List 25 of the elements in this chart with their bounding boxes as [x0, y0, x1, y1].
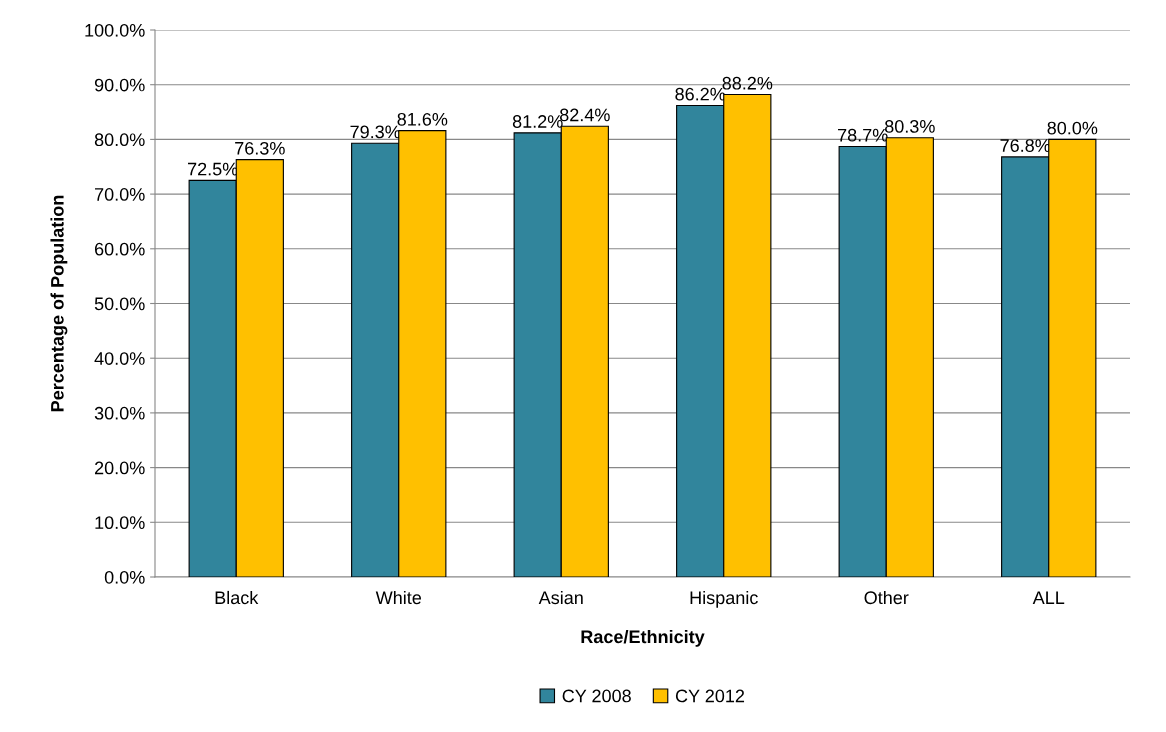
y-tick-label: 80.0%	[94, 133, 145, 147]
data-label: 80.0%	[1047, 121, 1098, 135]
legend-label: CY 2012	[675, 689, 745, 703]
x-tick-label: ALL	[1032, 591, 1065, 604]
y-tick-label: 10.0%	[95, 516, 145, 530]
data-label: 76.3%	[235, 141, 285, 155]
data-label: 79.3%	[350, 125, 401, 139]
legend-label: CY 2008	[562, 689, 631, 703]
x-tick-label: White	[375, 590, 422, 605]
y-tick-label: 60.0%	[95, 242, 145, 256]
y-tick-label: 0.0%	[104, 570, 145, 584]
y-tick-label: 100.0%	[85, 23, 145, 37]
y-axis-title: Percentage of Population	[50, 195, 68, 412]
y-tick-label: 70.0%	[95, 188, 145, 201]
x-tick-label: Other	[864, 590, 909, 605]
y-tick-label: 50.0%	[94, 297, 145, 311]
y-tick-label: 20.0%	[94, 461, 145, 475]
data-label: 81.6%	[397, 112, 448, 126]
y-tick-label: 40.0%	[94, 352, 145, 365]
x-tick-label: Hispanic	[690, 590, 758, 608]
x-axis-title: Race/Ethnicity	[581, 629, 705, 647]
y-tick-label: 90.0%	[94, 78, 145, 92]
x-tick-label: Black	[215, 590, 259, 605]
y-tick-label: 30.0%	[94, 406, 145, 420]
x-tick-label: Asian	[538, 590, 583, 605]
